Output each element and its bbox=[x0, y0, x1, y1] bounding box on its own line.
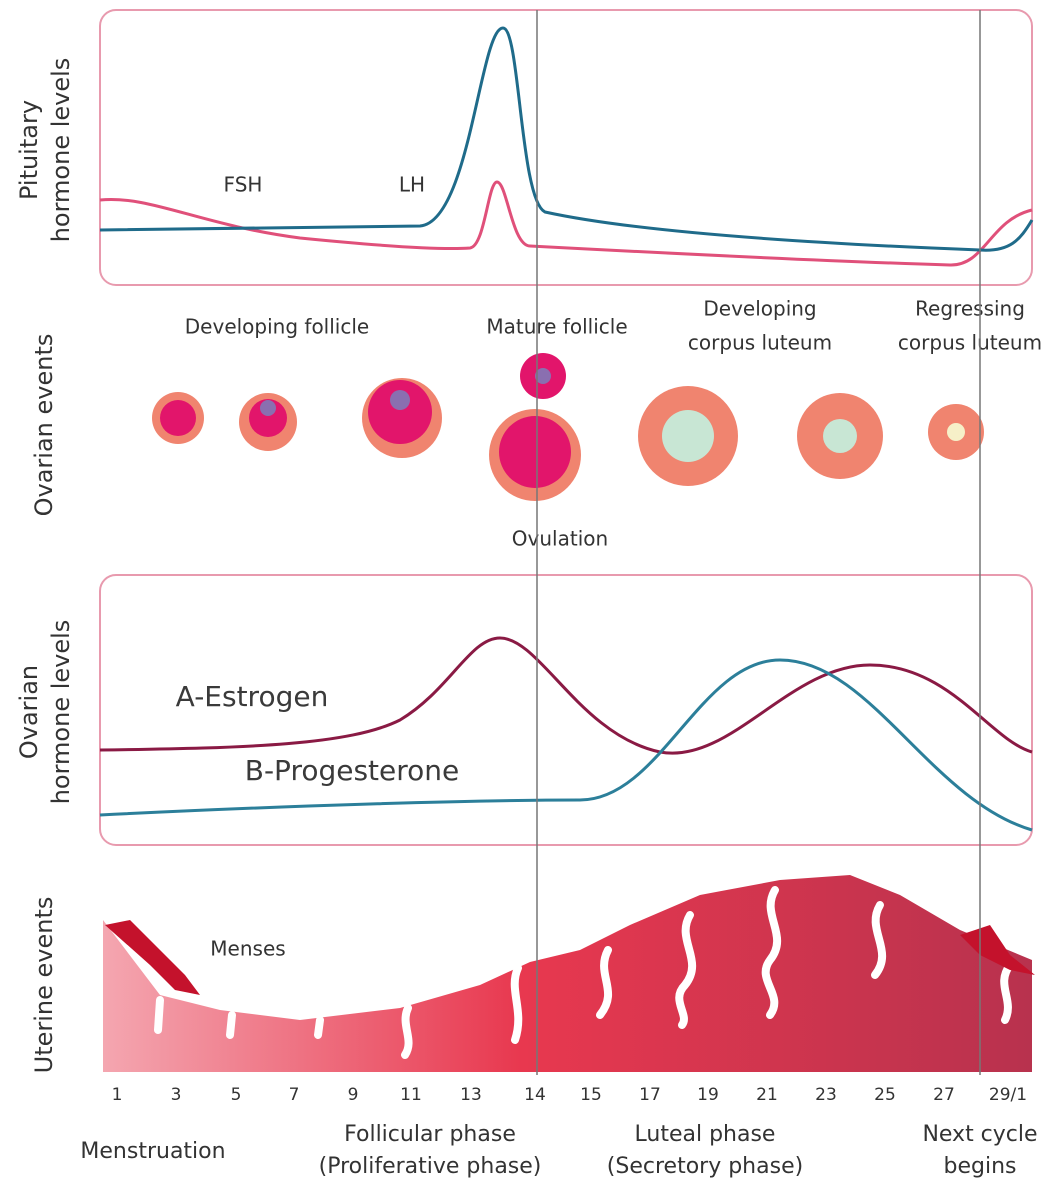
menses-flow bbox=[105, 920, 200, 995]
endometrium bbox=[103, 875, 1032, 1072]
axis-label: Pituitary bbox=[15, 100, 43, 200]
phase-label: (Secretory phase) bbox=[607, 1154, 803, 1179]
day-label: 13 bbox=[460, 1085, 482, 1105]
day-label: 14 bbox=[524, 1085, 546, 1105]
phase-label: Next cycle bbox=[922, 1122, 1037, 1147]
ovulation-label: Ovulation bbox=[512, 527, 608, 551]
lh-label: LH bbox=[399, 173, 425, 197]
lh-curve bbox=[99, 26, 1034, 252]
day-label: 15 bbox=[580, 1085, 602, 1105]
day-label: 7 bbox=[289, 1085, 300, 1105]
axis-label: hormone levels bbox=[47, 620, 75, 805]
fsh-label: FSH bbox=[224, 173, 263, 197]
phase-label: (Proliferative phase) bbox=[319, 1154, 542, 1179]
stage-label: corpus luteum bbox=[898, 331, 1042, 355]
estrogen-curve bbox=[99, 636, 1033, 755]
stage-label: corpus luteum bbox=[688, 331, 832, 355]
day-ticks: 1 3 5 7 9 11 13 14 15 17 19 21 23 25 27 29/1 bbox=[112, 1085, 1028, 1105]
day-label: 11 bbox=[400, 1085, 422, 1105]
menses-label: Menses bbox=[210, 937, 285, 961]
day-label: 23 bbox=[815, 1085, 837, 1105]
day-label: 3 bbox=[171, 1085, 182, 1105]
estrogen-label: A-Estrogen bbox=[176, 680, 329, 713]
day-label: 9 bbox=[348, 1085, 359, 1105]
day-label: 17 bbox=[639, 1085, 661, 1105]
day-label: 27 bbox=[933, 1085, 955, 1105]
stage-label: Regressing bbox=[915, 297, 1025, 321]
progesterone-curve bbox=[99, 658, 1033, 832]
axis-label: Ovarian events bbox=[30, 334, 58, 517]
stage-label: Developing bbox=[703, 297, 816, 321]
day-label: 19 bbox=[697, 1085, 719, 1105]
ovarian-hormone-panel bbox=[99, 574, 1033, 846]
phase-label: begins bbox=[944, 1154, 1017, 1179]
day-label: 1 bbox=[112, 1085, 123, 1105]
phase-label: Follicular phase bbox=[344, 1122, 516, 1147]
day-label: 21 bbox=[756, 1085, 778, 1105]
progesterone-label: B-Progesterone bbox=[245, 754, 460, 787]
pituitary-panel bbox=[99, 9, 1033, 286]
follicles bbox=[152, 353, 984, 501]
glands bbox=[154, 886, 1014, 1059]
day-label: 5 bbox=[231, 1085, 242, 1105]
stage-label: Developing follicle bbox=[185, 315, 369, 339]
axis-label: Ovarian bbox=[15, 665, 43, 759]
day-label: 29/1 bbox=[989, 1085, 1027, 1105]
menses-flow bbox=[960, 925, 1035, 975]
phase-label: Menstruation bbox=[80, 1139, 225, 1164]
phase-label: Luteal phase bbox=[635, 1122, 776, 1147]
fsh-curve bbox=[99, 180, 1033, 267]
axis-label: hormone levels bbox=[47, 58, 75, 243]
stage-label: Mature follicle bbox=[486, 315, 627, 339]
axis-label: Uterine events bbox=[30, 897, 58, 1074]
day-label: 25 bbox=[874, 1085, 896, 1105]
